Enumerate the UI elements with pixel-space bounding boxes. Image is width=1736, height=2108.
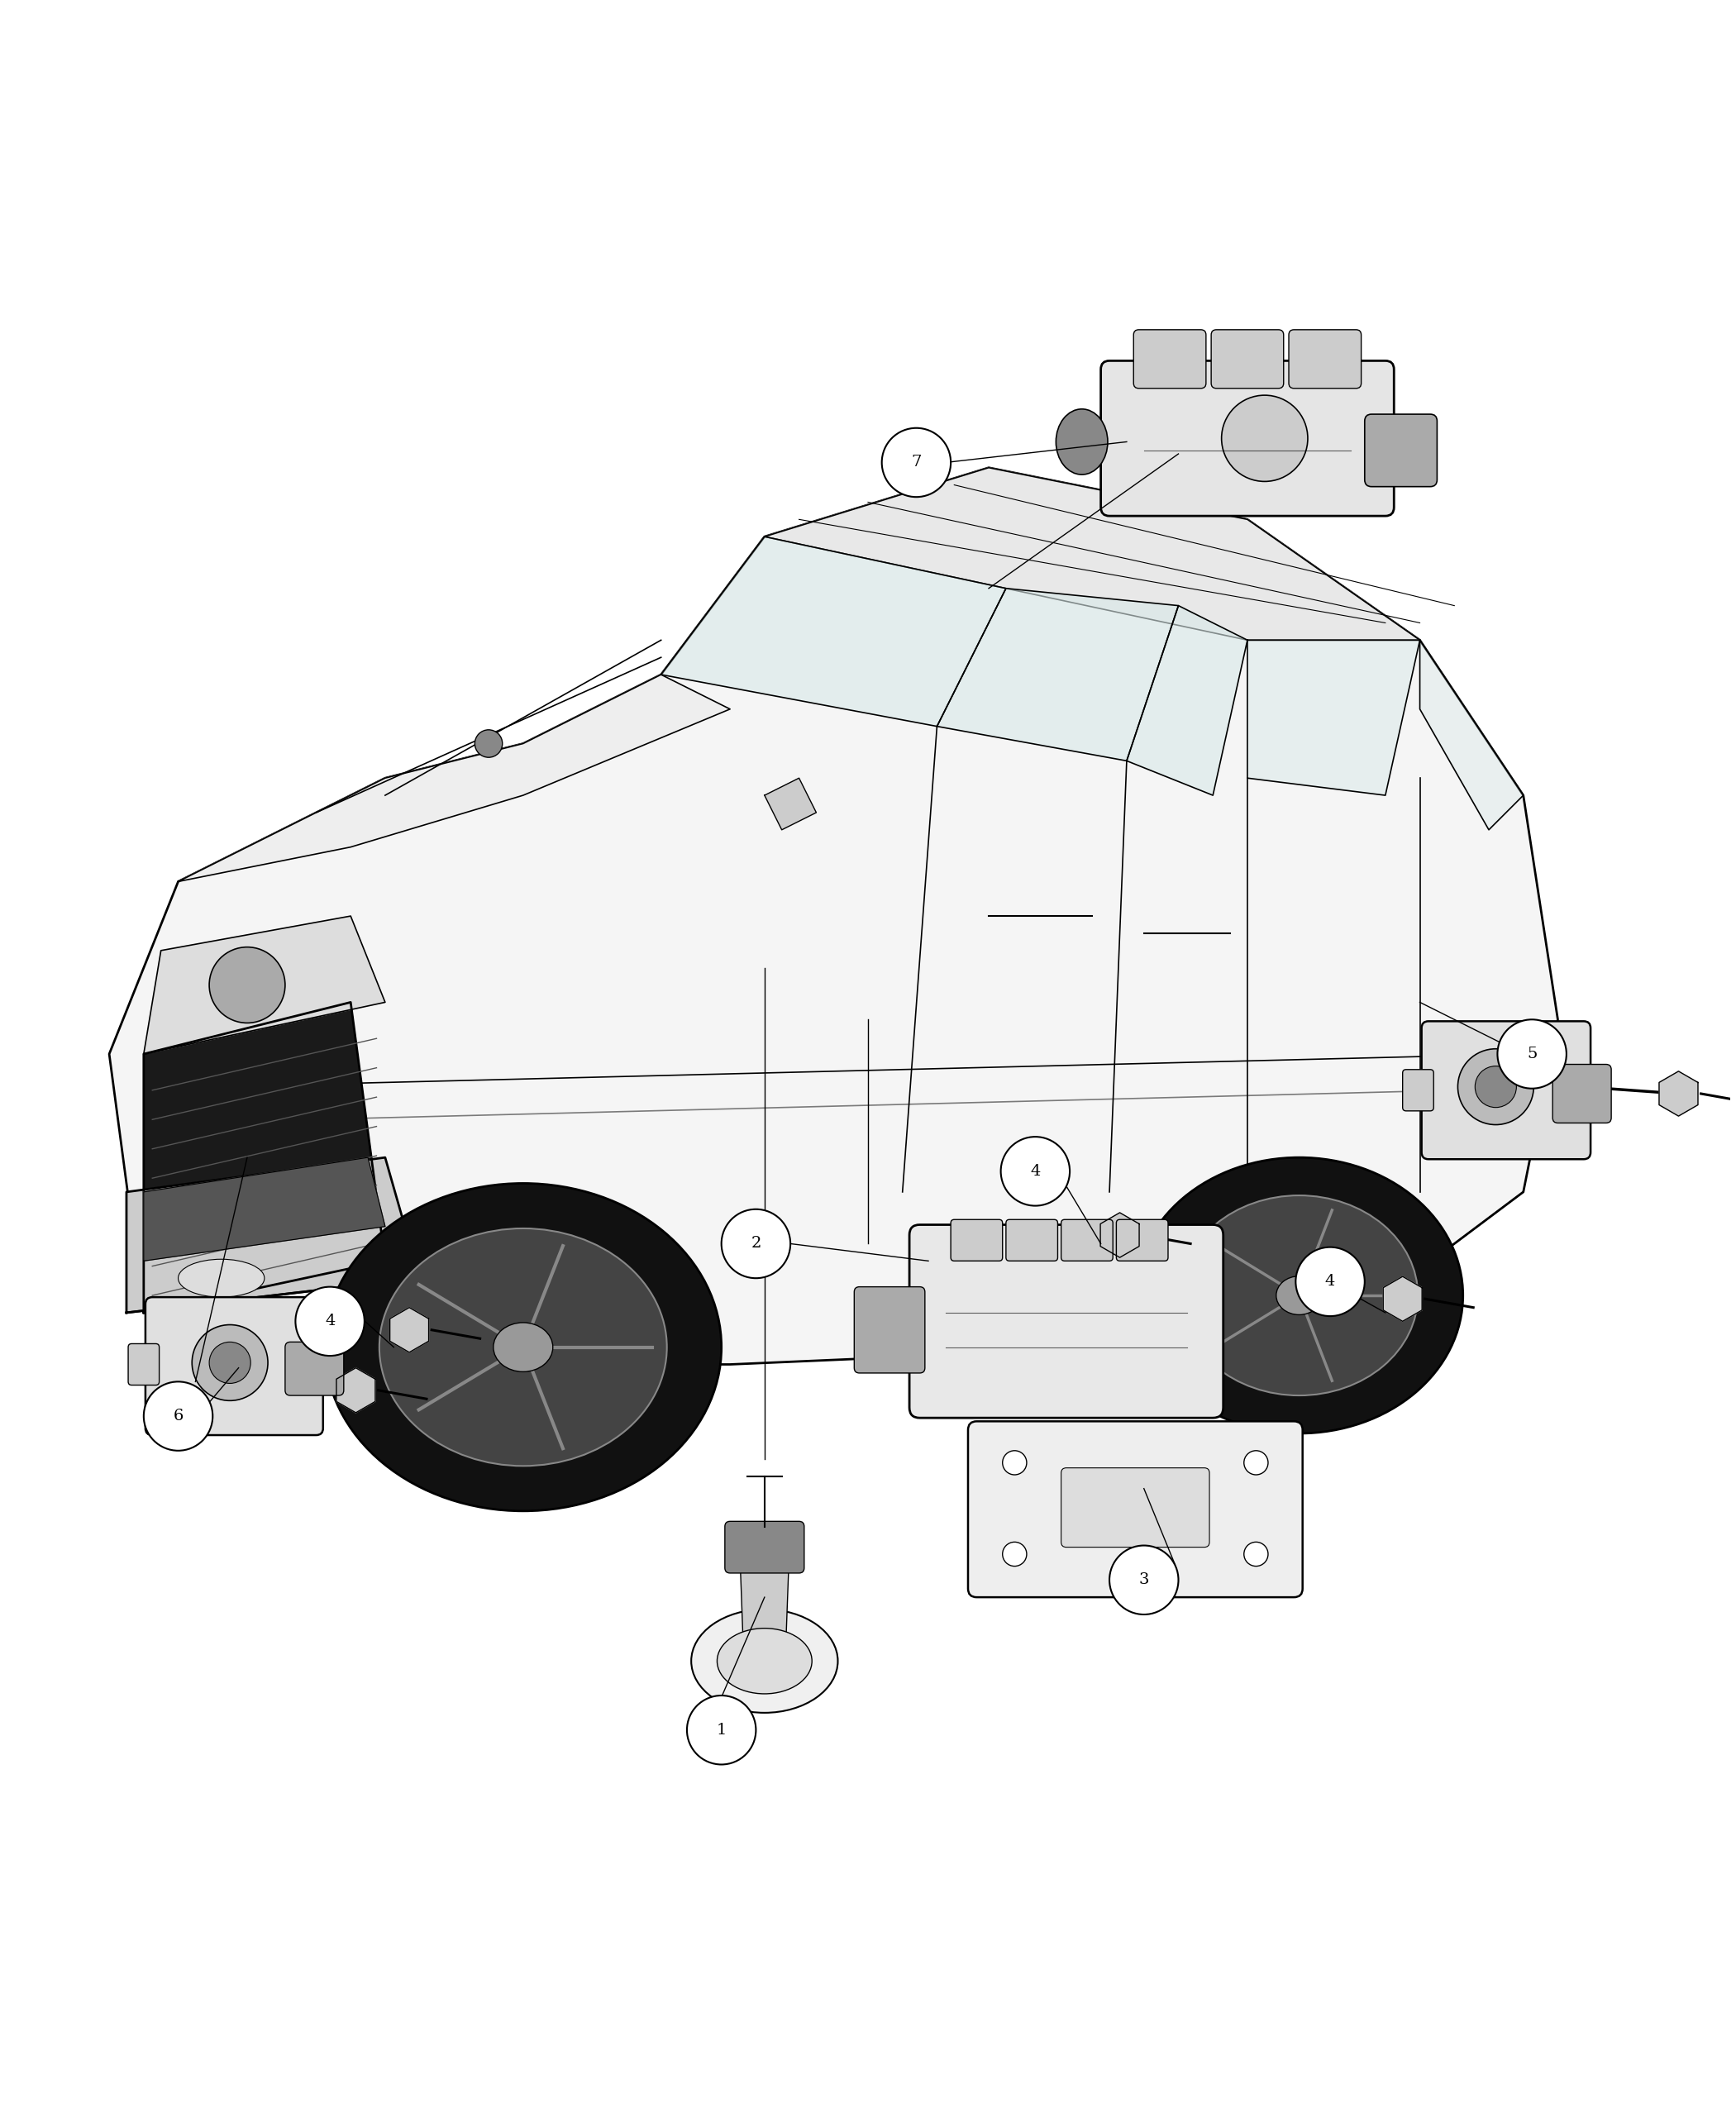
Circle shape: [722, 1210, 790, 1277]
Polygon shape: [337, 1368, 375, 1412]
Ellipse shape: [717, 1627, 812, 1695]
Polygon shape: [1384, 1277, 1422, 1322]
Text: 4: 4: [1325, 1273, 1335, 1290]
Polygon shape: [179, 675, 731, 881]
Text: 3: 3: [1139, 1573, 1149, 1587]
FancyBboxPatch shape: [1288, 329, 1361, 388]
Ellipse shape: [179, 1258, 264, 1296]
Ellipse shape: [1180, 1195, 1418, 1395]
Ellipse shape: [325, 1183, 722, 1511]
Circle shape: [1002, 1450, 1026, 1476]
Circle shape: [1109, 1545, 1179, 1615]
Ellipse shape: [691, 1608, 838, 1714]
Ellipse shape: [1135, 1157, 1463, 1433]
Circle shape: [210, 1343, 250, 1383]
FancyBboxPatch shape: [1212, 329, 1283, 388]
Circle shape: [1222, 394, 1307, 481]
Circle shape: [1295, 1248, 1364, 1315]
Circle shape: [1000, 1136, 1069, 1206]
Polygon shape: [1248, 641, 1420, 795]
FancyBboxPatch shape: [285, 1343, 344, 1395]
Polygon shape: [1101, 1212, 1139, 1258]
Circle shape: [1498, 1020, 1566, 1088]
Circle shape: [882, 428, 951, 497]
FancyBboxPatch shape: [951, 1221, 1002, 1261]
FancyBboxPatch shape: [910, 1225, 1224, 1419]
Ellipse shape: [1276, 1275, 1323, 1315]
Polygon shape: [144, 1001, 385, 1313]
Ellipse shape: [493, 1322, 552, 1372]
FancyBboxPatch shape: [146, 1296, 323, 1436]
Text: 1: 1: [717, 1722, 727, 1737]
Text: 2: 2: [750, 1235, 760, 1252]
Text: 6: 6: [174, 1408, 184, 1423]
FancyBboxPatch shape: [969, 1421, 1302, 1598]
Polygon shape: [1127, 605, 1248, 795]
Circle shape: [1476, 1067, 1517, 1107]
Circle shape: [687, 1695, 755, 1764]
Circle shape: [1002, 1543, 1026, 1566]
Polygon shape: [764, 778, 816, 831]
Circle shape: [210, 946, 285, 1022]
Circle shape: [476, 729, 502, 757]
Polygon shape: [661, 538, 1005, 727]
Circle shape: [1245, 1450, 1267, 1476]
FancyBboxPatch shape: [1134, 329, 1207, 388]
FancyBboxPatch shape: [1364, 413, 1437, 487]
Circle shape: [1458, 1050, 1533, 1126]
Text: 4: 4: [1029, 1164, 1040, 1178]
Circle shape: [1245, 1543, 1267, 1566]
FancyBboxPatch shape: [1101, 360, 1394, 516]
Polygon shape: [1420, 641, 1522, 831]
Polygon shape: [391, 1307, 429, 1353]
Text: 5: 5: [1528, 1046, 1536, 1062]
Polygon shape: [144, 1157, 385, 1261]
FancyBboxPatch shape: [854, 1286, 925, 1372]
FancyBboxPatch shape: [1116, 1221, 1168, 1261]
Text: 7: 7: [911, 455, 922, 470]
Circle shape: [295, 1286, 365, 1355]
Polygon shape: [109, 468, 1557, 1364]
Text: 4: 4: [325, 1313, 335, 1328]
Polygon shape: [127, 1157, 420, 1313]
FancyBboxPatch shape: [1061, 1221, 1113, 1261]
Polygon shape: [144, 917, 385, 1054]
FancyBboxPatch shape: [1403, 1069, 1434, 1111]
FancyBboxPatch shape: [1061, 1467, 1210, 1547]
Ellipse shape: [378, 1229, 667, 1465]
Polygon shape: [937, 588, 1179, 761]
Circle shape: [144, 1381, 214, 1450]
Polygon shape: [764, 468, 1420, 641]
Ellipse shape: [1055, 409, 1108, 474]
FancyBboxPatch shape: [1552, 1065, 1611, 1124]
Circle shape: [193, 1324, 267, 1400]
FancyBboxPatch shape: [128, 1343, 160, 1385]
Polygon shape: [740, 1568, 788, 1661]
Polygon shape: [1660, 1071, 1698, 1115]
FancyBboxPatch shape: [1422, 1020, 1590, 1159]
FancyBboxPatch shape: [1005, 1221, 1057, 1261]
FancyBboxPatch shape: [726, 1522, 804, 1573]
